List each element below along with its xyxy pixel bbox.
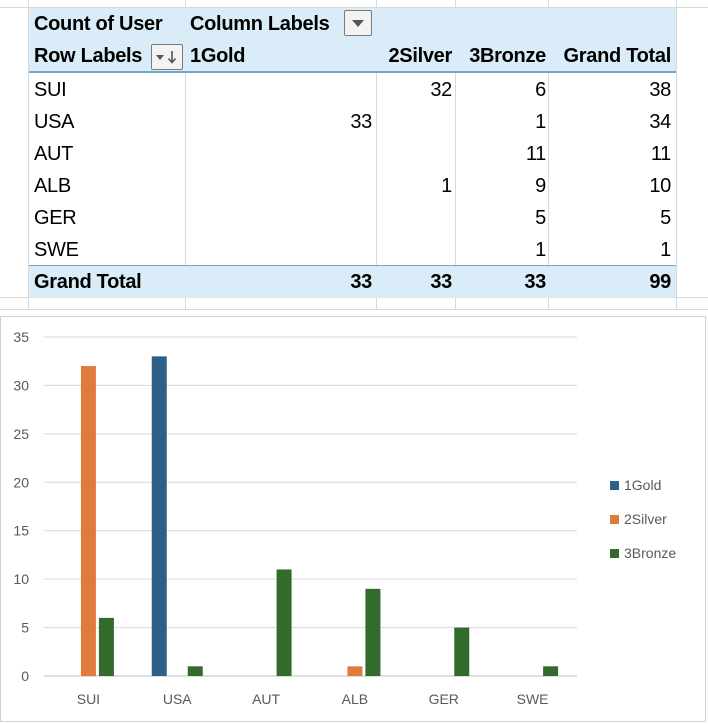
- legend-item: 1Gold: [624, 477, 661, 493]
- x-tick-label: SUI: [77, 691, 100, 707]
- grand-total-silver[interactable]: 33: [430, 271, 452, 293]
- row-sort-filter-button[interactable]: [151, 44, 183, 70]
- cell-total[interactable]: 1: [660, 239, 671, 261]
- cell-total[interactable]: 5: [660, 207, 671, 229]
- row-label[interactable]: USA: [34, 111, 75, 133]
- col-header-silver[interactable]: 2Silver: [388, 45, 452, 67]
- x-tick-label: GER: [429, 691, 459, 707]
- cell-gold[interactable]: 33: [350, 111, 372, 133]
- row-label[interactable]: SUI: [34, 79, 67, 101]
- cell-total[interactable]: 10: [649, 175, 671, 197]
- cell-gold[interactable]: [187, 74, 372, 106]
- grand-total-bronze[interactable]: 33: [524, 271, 546, 293]
- cell-silver[interactable]: [374, 106, 452, 138]
- bar-3Bronze-AUT: [276, 569, 292, 676]
- bar-3Bronze-SWE: [543, 666, 559, 676]
- legend-swatch: [610, 515, 619, 524]
- cell-total[interactable]: 34: [649, 111, 671, 133]
- y-tick-label: 15: [13, 523, 29, 539]
- legend-item: 2Silver: [624, 511, 667, 527]
- row-label[interactable]: GER: [34, 207, 77, 229]
- table-row: ALB 1 9 10: [29, 170, 676, 202]
- bar-3Bronze-ALB: [365, 588, 381, 676]
- x-tick-label: AUT: [252, 691, 280, 707]
- bar-3Bronze-USA: [187, 666, 203, 676]
- row-label[interactable]: ALB: [34, 175, 71, 197]
- row-labels-header[interactable]: Row Labels: [34, 45, 143, 67]
- col-header-gold[interactable]: 1Gold: [190, 45, 246, 67]
- legend-swatch: [610, 549, 619, 558]
- table-row: SWE 1 1: [29, 234, 676, 266]
- cell-bronze[interactable]: 9: [535, 175, 546, 197]
- cell-silver[interactable]: 32: [430, 79, 452, 101]
- cell-total[interactable]: 38: [649, 79, 671, 101]
- x-tick-label: USA: [163, 691, 192, 707]
- legend-swatch: [610, 481, 619, 490]
- bar-2Silver-ALB: [347, 666, 363, 676]
- row-label[interactable]: SWE: [34, 239, 79, 261]
- bar-2Silver-SUI: [80, 366, 96, 676]
- y-tick-label: 25: [13, 426, 29, 442]
- table-row: USA 33 1 34: [29, 106, 676, 138]
- pivot-chart[interactable]: 0 5 10 15 20 25 30 35 SUI USA AUT ALB GER SWE 1Gold 2Si…: [0, 316, 706, 722]
- col-header-grand-total[interactable]: Grand Total: [563, 45, 672, 67]
- cell-silver[interactable]: [374, 138, 452, 170]
- y-tick-label: 10: [13, 571, 29, 587]
- cell-gold[interactable]: [187, 234, 372, 266]
- x-tick-label: SWE: [517, 691, 549, 707]
- cell-bronze[interactable]: 1: [535, 111, 546, 133]
- cell-bronze[interactable]: 6: [535, 79, 546, 101]
- table-row: AUT 11 11: [29, 138, 676, 170]
- cell-total[interactable]: 11: [650, 143, 671, 165]
- cell-silver[interactable]: 1: [441, 175, 452, 197]
- bar-3Bronze-GER: [454, 627, 470, 676]
- grand-total-total[interactable]: 99: [649, 271, 671, 293]
- cell-bronze[interactable]: 1: [535, 239, 546, 261]
- cell-silver[interactable]: [374, 202, 452, 234]
- bar-3Bronze-SUI: [98, 617, 114, 676]
- cell-silver[interactable]: [374, 234, 452, 266]
- cell-gold[interactable]: [187, 138, 372, 170]
- y-tick-label: 35: [13, 329, 29, 345]
- y-tick-label: 20: [13, 474, 29, 490]
- sort-filter-icon: [156, 51, 177, 64]
- cell-gold[interactable]: [187, 170, 372, 202]
- cell-gold[interactable]: [187, 202, 372, 234]
- pivot-header-row-1: Count of User Column Labels: [29, 8, 676, 40]
- grand-total-label[interactable]: Grand Total: [34, 271, 142, 293]
- cell-bronze[interactable]: 11: [525, 143, 546, 165]
- header-divider: [29, 71, 676, 73]
- column-filter-button[interactable]: [344, 10, 372, 36]
- value-field-label[interactable]: Count of User: [34, 13, 163, 35]
- grand-total-gold[interactable]: 33: [350, 271, 372, 293]
- table-row: SUI 32 6 38: [29, 74, 676, 106]
- col-header-bronze[interactable]: 3Bronze: [469, 45, 546, 67]
- table-row: GER 5 5: [29, 202, 676, 234]
- y-tick-label: 0: [21, 668, 29, 684]
- pivot-header-row-2: Row Labels 1Gold 2Silver 3Bronze Grand T…: [29, 40, 676, 72]
- y-tick-label: 5: [21, 620, 29, 636]
- legend-item: 3Bronze: [624, 545, 676, 561]
- bar-1Gold-USA: [151, 356, 167, 676]
- x-tick-label: ALB: [342, 691, 368, 707]
- chart-canvas: 0 5 10 15 20 25 30 35 SUI USA AUT ALB GER SWE 1Gold 2Si…: [13, 329, 676, 707]
- column-labels-header[interactable]: Column Labels: [190, 13, 330, 35]
- cell-bronze[interactable]: 5: [535, 207, 546, 229]
- y-tick-label: 30: [13, 377, 29, 393]
- grand-total-row: Grand Total 33 33 33 99: [29, 265, 676, 298]
- dropdown-arrow-icon: [352, 20, 364, 27]
- row-label[interactable]: AUT: [34, 143, 74, 165]
